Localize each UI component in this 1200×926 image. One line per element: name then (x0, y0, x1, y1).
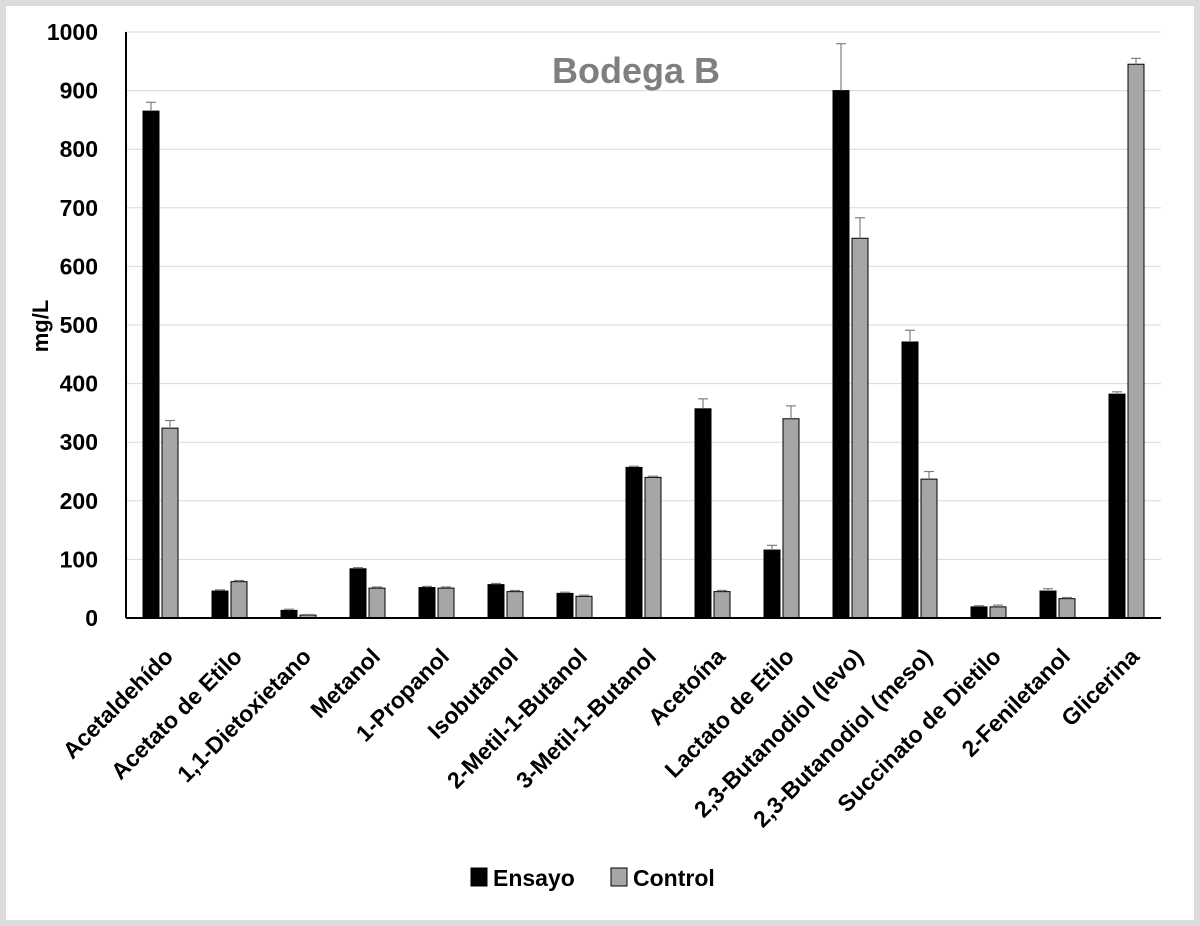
bar-control (230, 581, 248, 619)
error-bars (146, 43, 1141, 616)
bar-control (851, 237, 869, 619)
bar-control (713, 591, 731, 619)
x-tick-label: 1,1-Dietoxietano (172, 643, 316, 787)
x-tick-label: Lactato de Etilo (660, 643, 799, 782)
bar-ensayo (1108, 393, 1126, 619)
y-tick-label: 100 (60, 546, 98, 572)
bar-control (575, 595, 593, 619)
bar-control (1127, 63, 1145, 619)
chart-title: Bodega B (552, 50, 720, 91)
bar-control (644, 476, 662, 619)
legend: Ensayo Control (470, 865, 715, 891)
y-tick-label: 800 (60, 136, 98, 162)
bar-ensayo (142, 110, 160, 619)
y-axis-ticks: 0 100 200 300 400 500 600 700 800 900 1000 (47, 19, 98, 631)
y-tick-label: 200 (60, 488, 98, 514)
bar-ensayo (970, 606, 988, 619)
y-tick-label: 600 (60, 253, 98, 279)
y-tick-label: 400 (60, 371, 98, 397)
bar-control (161, 427, 179, 619)
bar-ensayo (487, 584, 505, 619)
bar-ensayo (418, 587, 436, 619)
y-tick-label: 1000 (47, 19, 98, 45)
bar-ensayo (1039, 590, 1057, 619)
legend-swatch-control (610, 867, 628, 887)
y-tick-label: 300 (60, 429, 98, 455)
y-tick-label: 500 (60, 312, 98, 338)
legend-swatch-ensayo (470, 867, 488, 887)
y-tick-label: 900 (60, 78, 98, 104)
chart-frame: 0 100 200 300 400 500 600 700 800 900 1000 Acetald… (6, 6, 1194, 920)
bar-control (782, 418, 800, 619)
legend-label-control: Control (633, 865, 715, 891)
bars (142, 63, 1145, 619)
bar-control (506, 591, 524, 619)
gridlines (126, 31, 1161, 560)
bar-ensayo (349, 568, 367, 619)
y-tick-label: 700 (60, 195, 98, 221)
y-tick-label: 0 (85, 605, 98, 631)
bar-ensayo (625, 466, 643, 619)
legend-label-ensayo: Ensayo (493, 865, 575, 891)
bar-ensayo (280, 609, 298, 619)
bar-ensayo (694, 408, 712, 619)
bar-ensayo (901, 341, 919, 619)
bar-ensayo (763, 549, 781, 619)
bar-control (1058, 598, 1076, 619)
bar-control (920, 478, 938, 619)
bar-ensayo (211, 590, 229, 619)
bar-chart: 0 100 200 300 400 500 600 700 800 900 1000 Acetald… (28, 19, 1161, 891)
bar-control (368, 587, 386, 619)
bar-ensayo (832, 90, 850, 619)
bar-ensayo (556, 592, 574, 619)
bar-control (989, 606, 1007, 619)
y-axis-label: mg/L (28, 300, 53, 353)
bar-control (437, 587, 455, 619)
